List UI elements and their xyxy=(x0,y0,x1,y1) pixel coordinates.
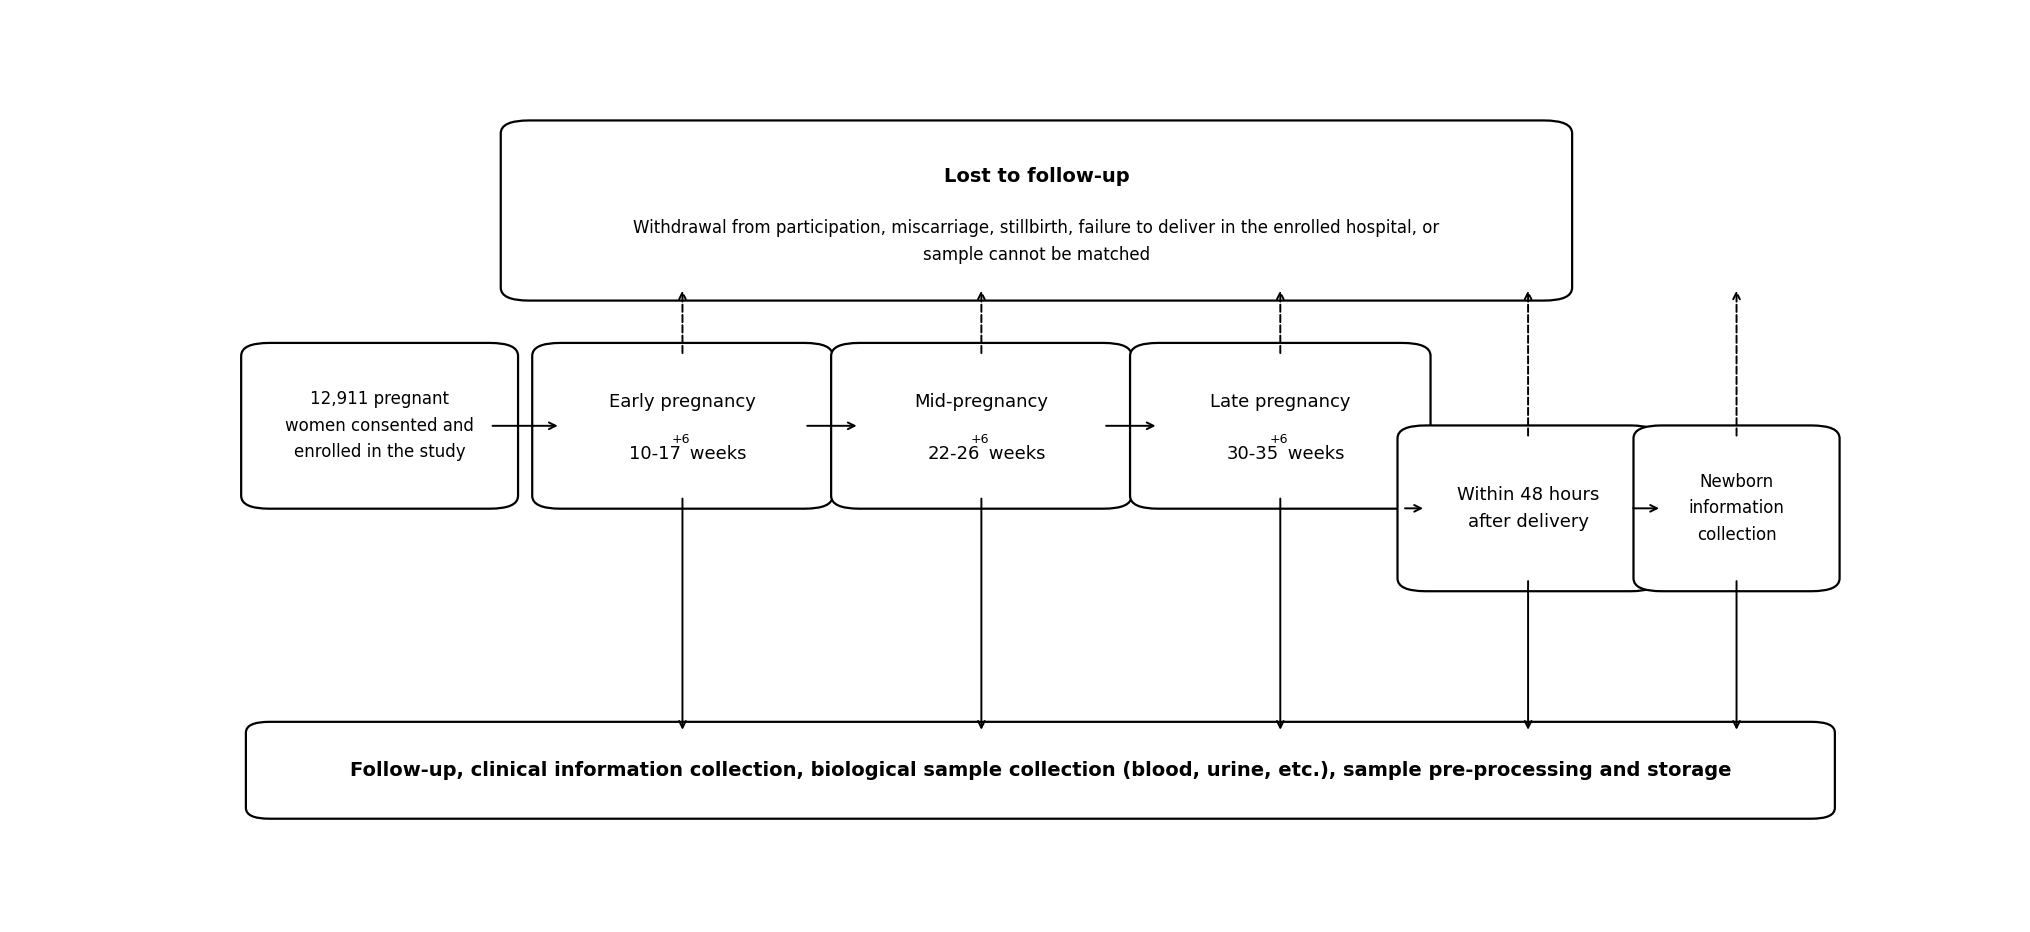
FancyBboxPatch shape xyxy=(501,120,1571,301)
Text: Early pregnancy: Early pregnancy xyxy=(609,393,755,411)
FancyBboxPatch shape xyxy=(1397,425,1659,591)
Text: +6: +6 xyxy=(672,433,690,446)
FancyBboxPatch shape xyxy=(1131,343,1431,509)
Text: 12,911 pregnant
women consented and
enrolled in the study: 12,911 pregnant women consented and enro… xyxy=(284,391,475,461)
Text: Late pregnancy: Late pregnancy xyxy=(1210,393,1350,411)
Text: weeks: weeks xyxy=(1283,445,1344,463)
Text: weeks: weeks xyxy=(983,445,1045,463)
Text: +6: +6 xyxy=(1269,433,1289,446)
Text: 30-35: 30-35 xyxy=(1226,445,1279,463)
Text: +6: +6 xyxy=(970,433,989,446)
FancyBboxPatch shape xyxy=(246,721,1835,818)
FancyBboxPatch shape xyxy=(1634,425,1839,591)
FancyBboxPatch shape xyxy=(242,343,518,509)
Text: 10-17: 10-17 xyxy=(629,445,680,463)
Text: Follow-up, clinical information collection, biological sample collection (blood,: Follow-up, clinical information collecti… xyxy=(349,761,1732,780)
Text: Newborn
information
collection: Newborn information collection xyxy=(1689,473,1784,543)
Text: Mid-pregnancy: Mid-pregnancy xyxy=(914,393,1047,411)
FancyBboxPatch shape xyxy=(532,343,832,509)
Text: 22-26: 22-26 xyxy=(928,445,980,463)
Text: Within 48 hours
after delivery: Within 48 hours after delivery xyxy=(1458,487,1600,530)
Text: Withdrawal from participation, miscarriage, stillbirth, failure to deliver in th: Withdrawal from participation, miscarria… xyxy=(633,219,1439,264)
Text: Lost to follow-up: Lost to follow-up xyxy=(944,167,1129,186)
FancyBboxPatch shape xyxy=(830,343,1131,509)
Text: weeks: weeks xyxy=(684,445,747,463)
